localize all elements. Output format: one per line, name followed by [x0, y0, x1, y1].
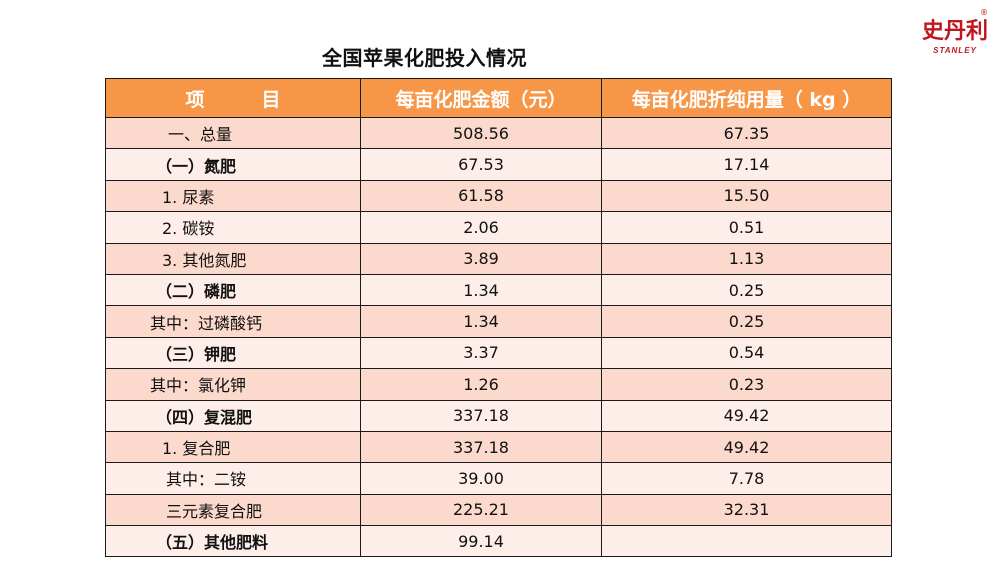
logo-chars: 史丹利 — [922, 18, 988, 44]
page-title: 全国苹果化肥投入情况 — [322, 46, 527, 70]
header-usage: 每亩化肥折纯用量（ kg ） — [601, 78, 892, 118]
stanley-logo: 史丹利 ® STANLEY — [920, 8, 990, 58]
row-name: 三元素复合肥 — [105, 493, 361, 527]
table-row: 一、总量 508.56 67.35 — [105, 116, 892, 150]
table-row: （二）磷肥 1.34 0.25 — [105, 273, 892, 307]
row-amount: 337.18 — [360, 399, 602, 432]
row-amount: 1.34 — [360, 273, 602, 307]
table-row: 三元素复合肥 225.21 32.31 — [105, 493, 892, 527]
row-usage: 0.23 — [601, 368, 892, 401]
table-row: （一）氮肥 67.53 17.14 — [105, 148, 892, 181]
row-amount: 225.21 — [360, 493, 602, 527]
row-amount: 1.34 — [360, 305, 602, 338]
header-item: 项 目 — [105, 78, 361, 118]
stanley-logo-icon: 史丹利 — [922, 18, 988, 44]
header-amount: 每亩化肥金额（元） — [360, 78, 602, 118]
row-usage: 67.35 — [601, 116, 892, 150]
table-row: 其中：二铵 39.00 7.78 — [105, 462, 892, 495]
table-row: 1. 尿素 61.58 15.50 — [105, 179, 892, 213]
logo-registered-mark: ® — [980, 8, 988, 17]
row-usage: 0.25 — [601, 273, 892, 307]
fertilizer-table: 项 目 每亩化肥金额（元） 每亩化肥折纯用量（ kg ） 一、总量 508.56… — [105, 78, 892, 558]
row-amount: 508.56 — [360, 116, 602, 150]
row-usage: 32.31 — [601, 493, 892, 527]
row-name: （五）其他肥料 — [105, 525, 361, 558]
table-row: 其中：氯化钾 1.26 0.23 — [105, 368, 892, 401]
table-row: （三）钾肥 3.37 0.54 — [105, 336, 892, 370]
row-name: 其中：二铵 — [105, 462, 361, 495]
row-name: 一、总量 — [105, 116, 361, 150]
row-usage: 17.14 — [601, 148, 892, 181]
row-name: （三）钾肥 — [105, 336, 361, 370]
row-usage: 15.50 — [601, 179, 892, 213]
row-amount: 39.00 — [360, 462, 602, 495]
row-name: （一）氮肥 — [105, 148, 361, 181]
row-amount: 61.58 — [360, 179, 602, 213]
row-amount: 1.26 — [360, 368, 602, 401]
table-row: 2. 碳铵 2.06 0.51 — [105, 211, 892, 244]
row-name: 其中：氯化钾 — [105, 368, 361, 401]
row-usage: 0.54 — [601, 336, 892, 370]
row-name: （二）磷肥 — [105, 273, 361, 307]
row-amount: 3.37 — [360, 336, 602, 370]
row-usage: 0.51 — [601, 211, 892, 244]
row-name: （四）复混肥 — [105, 399, 361, 432]
row-amount: 337.18 — [360, 430, 602, 464]
logo-brand-text: STANLEY — [933, 46, 977, 55]
row-name: 3. 其他氮肥 — [105, 242, 361, 275]
row-usage: 49.42 — [601, 430, 892, 464]
row-usage — [601, 525, 892, 558]
row-name: 1. 复合肥 — [105, 430, 361, 464]
table-row: 3. 其他氮肥 3.89 1.13 — [105, 242, 892, 275]
row-usage: 1.13 — [601, 242, 892, 275]
table-header-row: 项 目 每亩化肥金额（元） 每亩化肥折纯用量（ kg ） — [105, 78, 892, 118]
table-row: （五）其他肥料 99.14 — [105, 525, 892, 558]
row-amount: 2.06 — [360, 211, 602, 244]
row-usage: 0.25 — [601, 305, 892, 338]
table-row: 其中：过磷酸钙 1.34 0.25 — [105, 305, 892, 338]
table-row: 1. 复合肥 337.18 49.42 — [105, 430, 892, 464]
row-usage: 7.78 — [601, 462, 892, 495]
row-name: 其中：过磷酸钙 — [105, 305, 361, 338]
row-name: 2. 碳铵 — [105, 211, 361, 244]
row-usage: 49.42 — [601, 399, 892, 432]
row-name: 1. 尿素 — [105, 179, 361, 213]
row-amount: 3.89 — [360, 242, 602, 275]
table-row: （四）复混肥 337.18 49.42 — [105, 399, 892, 432]
row-amount: 99.14 — [360, 525, 602, 558]
row-amount: 67.53 — [360, 148, 602, 181]
